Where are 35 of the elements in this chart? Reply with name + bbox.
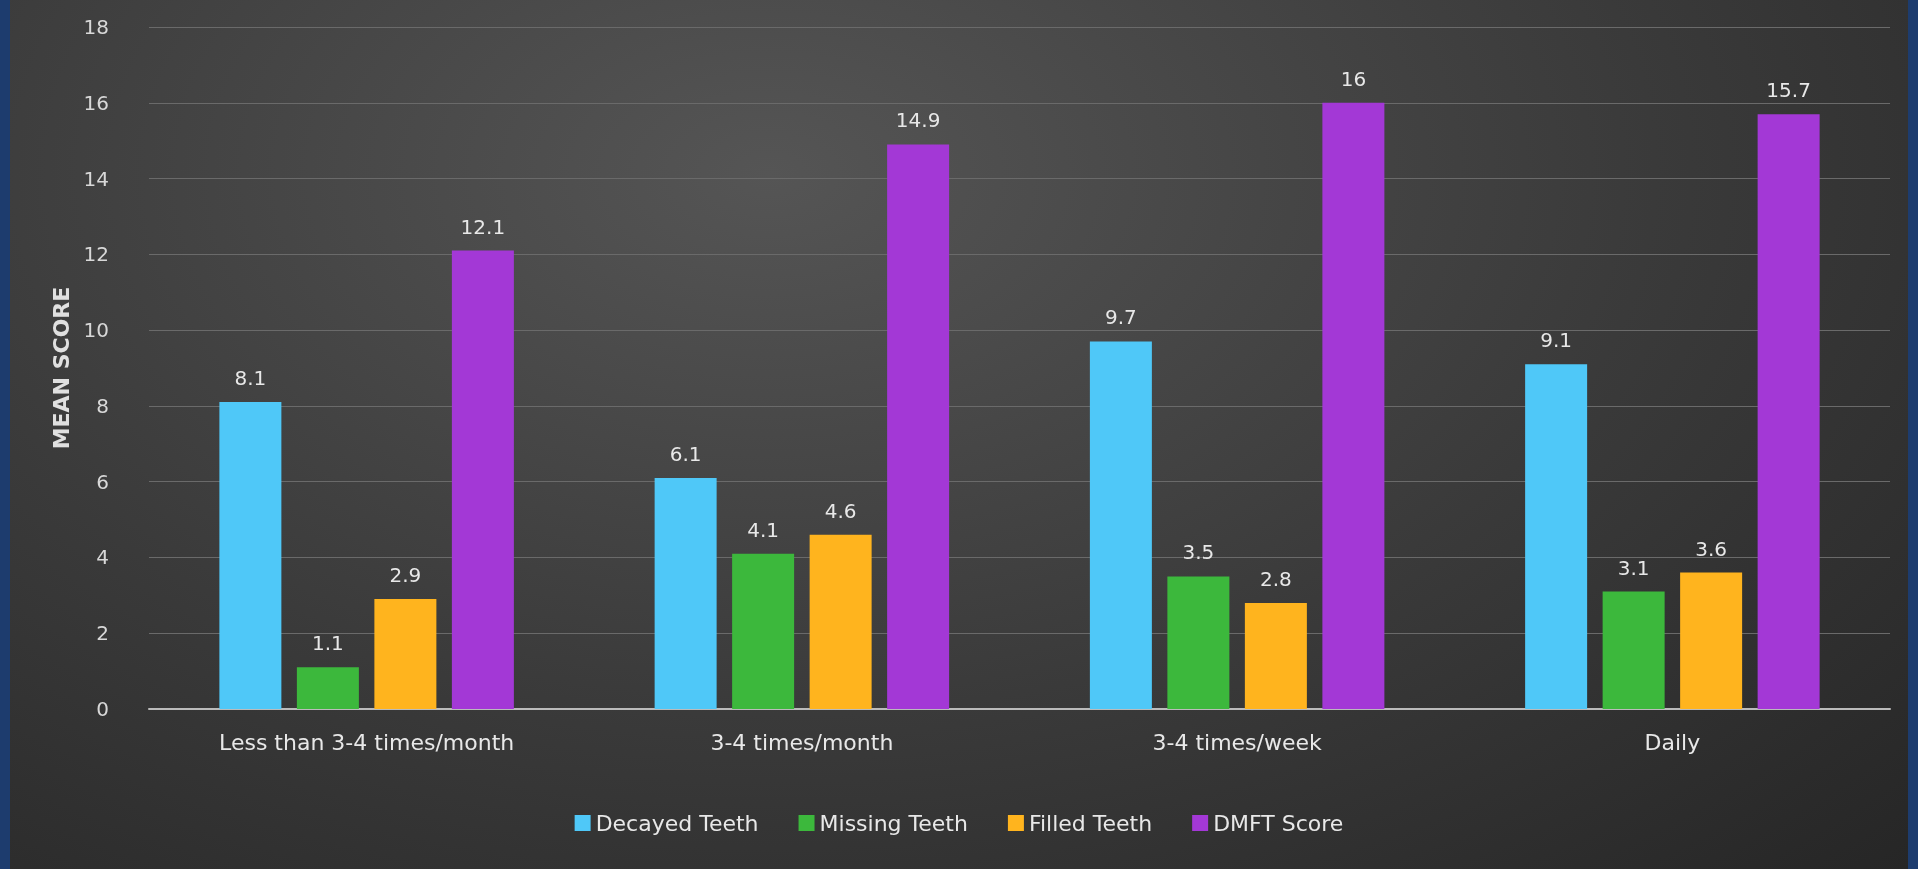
- x-tick-label: 3-4 times/month: [710, 729, 894, 755]
- x-tick-label: Daily: [1644, 729, 1701, 755]
- data-label: 14.9: [895, 108, 941, 133]
- x-tick-label: Less than 3-4 times/month: [219, 729, 515, 755]
- data-label: 15.7: [1766, 78, 1811, 103]
- data-label: 8.1: [234, 366, 267, 391]
- data-label: 4.6: [824, 498, 857, 523]
- legend-label: Missing Teeth: [819, 810, 968, 836]
- data-label: 9.1: [1540, 328, 1573, 353]
- legend-label: Filled Teeth: [1028, 810, 1153, 836]
- data-label: 2.8: [1259, 566, 1292, 591]
- legend-label: DMFT Score: [1213, 810, 1344, 836]
- y-tick-label: 18: [83, 15, 109, 39]
- data-label: 1.1: [311, 631, 344, 656]
- data-label: 9.7: [1104, 305, 1137, 330]
- data-label: 12.1: [460, 214, 506, 239]
- y-tick-label: 6: [96, 469, 109, 494]
- x-tick-label: 3-4 times/week: [1152, 729, 1323, 755]
- y-tick-label: 16: [83, 90, 109, 115]
- data-label: 3.1: [1617, 555, 1650, 580]
- data-label: 6.1: [669, 441, 702, 466]
- data-label: 3.6: [1695, 536, 1728, 561]
- y-tick-label: 0: [96, 697, 109, 721]
- y-tick-label: 2: [96, 621, 109, 646]
- y-tick-label: 14: [83, 166, 109, 191]
- data-label: 4.1: [747, 517, 780, 542]
- legend-label: Decayed Teeth: [595, 810, 759, 836]
- data-label: 16: [1340, 66, 1367, 91]
- data-label: 3.5: [1182, 540, 1215, 565]
- data-label: 2.9: [389, 563, 422, 588]
- y-axis-title: MEAN SCORE: [49, 286, 75, 450]
- y-tick-label: 4: [96, 545, 109, 570]
- y-tick-label: 10: [83, 318, 109, 343]
- y-tick-label: 12: [83, 242, 109, 267]
- y-tick-label: 8: [96, 393, 109, 418]
